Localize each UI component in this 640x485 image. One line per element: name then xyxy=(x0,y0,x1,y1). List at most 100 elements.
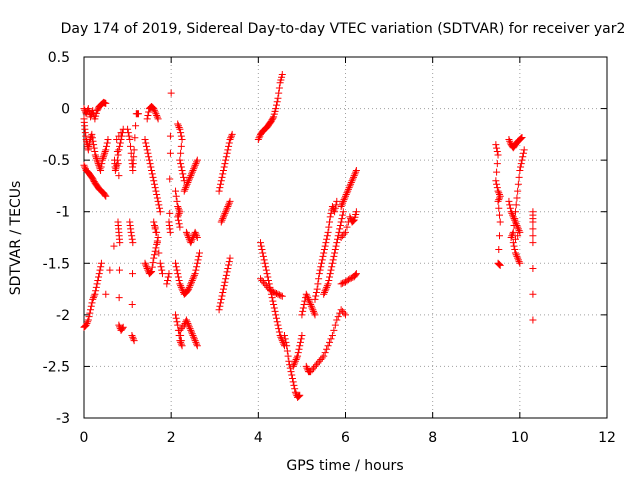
data-point xyxy=(313,285,321,293)
data-point xyxy=(173,197,181,205)
data-point xyxy=(298,311,306,319)
data-point xyxy=(190,163,198,171)
data-point xyxy=(223,204,231,212)
data-point xyxy=(177,129,185,137)
data-point xyxy=(101,191,109,199)
data-point xyxy=(221,209,229,217)
data-point xyxy=(217,295,225,303)
y-tick-label: -1 xyxy=(56,205,70,221)
data-point xyxy=(316,266,324,274)
data-point xyxy=(152,244,160,252)
data-point xyxy=(338,201,346,209)
data-point xyxy=(351,170,359,178)
data-point xyxy=(188,168,196,176)
data-point xyxy=(222,275,230,283)
data-point xyxy=(91,148,99,156)
data-point xyxy=(347,274,355,282)
data-points xyxy=(80,71,537,401)
data-point xyxy=(143,264,151,272)
data-point xyxy=(317,263,325,271)
data-point xyxy=(94,276,102,284)
data-point xyxy=(294,352,302,360)
data-point xyxy=(190,271,198,279)
data-point xyxy=(492,141,500,149)
data-point xyxy=(185,323,193,331)
x-tick-label: 6 xyxy=(341,430,350,446)
data-point xyxy=(195,252,203,260)
data-point xyxy=(336,221,344,229)
data-point xyxy=(257,275,265,283)
data-point xyxy=(189,275,197,283)
data-point xyxy=(223,149,231,157)
data-point xyxy=(292,356,300,364)
data-point xyxy=(495,232,503,240)
data-point xyxy=(337,280,345,288)
data-point xyxy=(172,192,180,200)
data-point xyxy=(518,156,526,164)
data-point xyxy=(178,342,186,350)
data-point xyxy=(195,249,203,257)
data-point xyxy=(219,215,227,223)
data-point xyxy=(174,216,182,224)
data-point xyxy=(185,285,193,293)
data-point xyxy=(259,252,267,260)
data-point xyxy=(529,316,537,324)
data-point xyxy=(97,259,105,267)
data-point xyxy=(348,177,356,185)
data-point xyxy=(310,364,318,372)
y-axis-label: SDTVAR / TECUs xyxy=(8,181,24,296)
data-point xyxy=(177,325,185,333)
data-point xyxy=(273,318,281,326)
data-point xyxy=(222,156,230,164)
data-point xyxy=(511,249,519,257)
data-point xyxy=(174,122,182,130)
data-point xyxy=(340,279,348,287)
data-point xyxy=(312,289,320,297)
data-point xyxy=(310,309,318,317)
data-point xyxy=(514,187,522,195)
data-point xyxy=(288,374,296,382)
data-point xyxy=(506,204,514,212)
data-point xyxy=(529,264,537,272)
data-point xyxy=(519,149,527,157)
data-point xyxy=(283,342,291,350)
data-point xyxy=(307,368,315,376)
data-point xyxy=(315,275,323,283)
data-point xyxy=(327,209,335,217)
data-point xyxy=(220,282,228,290)
data-point xyxy=(184,178,192,186)
data-point xyxy=(219,170,227,178)
x-tick-label: 10 xyxy=(511,430,529,446)
data-point xyxy=(193,259,201,267)
data-point xyxy=(519,153,527,161)
data-point xyxy=(185,175,193,183)
data-point xyxy=(493,184,501,192)
data-point xyxy=(261,259,269,267)
data-point xyxy=(222,271,230,279)
data-point xyxy=(99,153,107,161)
data-point xyxy=(331,249,339,257)
data-point xyxy=(343,189,351,197)
data-point xyxy=(141,259,149,267)
data-point xyxy=(302,362,310,370)
data-point xyxy=(311,362,319,370)
data-point xyxy=(520,146,528,154)
data-point xyxy=(339,279,347,287)
data-point xyxy=(323,345,331,353)
data-point xyxy=(148,268,156,276)
data-point xyxy=(116,139,124,147)
data-point xyxy=(262,266,270,274)
data-point xyxy=(113,161,121,169)
x-tick-label: 4 xyxy=(254,430,263,446)
data-point xyxy=(326,270,334,278)
data-point xyxy=(513,194,521,202)
data-point xyxy=(150,221,158,229)
data-point xyxy=(306,299,314,307)
y-tick-label: -2.5 xyxy=(43,359,70,375)
data-point xyxy=(330,206,338,214)
data-point xyxy=(217,177,225,185)
data-point xyxy=(144,149,152,157)
data-point xyxy=(323,232,331,240)
data-point xyxy=(299,304,307,312)
data-point xyxy=(514,223,522,231)
